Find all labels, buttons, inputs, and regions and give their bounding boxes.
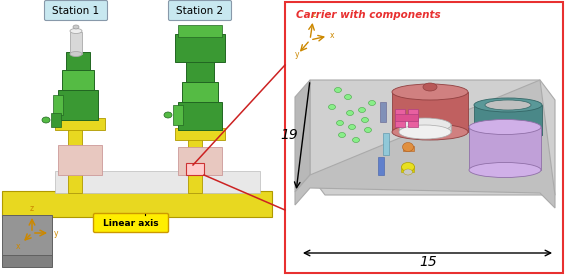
Bar [395, 114, 418, 121]
Bar [58, 90, 98, 120]
FancyBboxPatch shape [168, 1, 232, 21]
Bar [469, 127, 541, 170]
Text: Linear axis: Linear axis [103, 219, 159, 227]
Text: Station 2: Station 2 [176, 6, 224, 15]
Bar [186, 60, 214, 82]
Bar [474, 105, 542, 135]
Bar [392, 92, 468, 132]
Bar [178, 147, 222, 175]
Text: 15: 15 [419, 255, 437, 269]
Bar [53, 95, 63, 115]
Ellipse shape [392, 124, 468, 140]
Bar [186, 163, 204, 175]
Bar [395, 109, 405, 127]
Bar [66, 52, 90, 70]
Ellipse shape [399, 118, 451, 132]
Ellipse shape [70, 51, 82, 56]
Text: Station 1: Station 1 [53, 6, 99, 15]
Polygon shape [310, 80, 555, 195]
Bar [378, 157, 384, 175]
Text: z: z [312, 10, 316, 19]
Bar [178, 25, 222, 37]
Bar [188, 123, 202, 193]
Bar [380, 102, 386, 122]
Bar [408, 109, 418, 127]
Bar [51, 113, 61, 127]
FancyBboxPatch shape [45, 1, 107, 21]
Ellipse shape [474, 98, 542, 112]
Bar [175, 34, 225, 62]
Ellipse shape [423, 83, 437, 91]
Bar [403, 146, 414, 151]
Ellipse shape [364, 128, 372, 133]
Bar [178, 102, 222, 130]
Ellipse shape [164, 112, 172, 118]
Bar [2, 255, 52, 267]
Text: Carrier with components: Carrier with components [296, 10, 441, 20]
Bar [0, 0, 285, 275]
Ellipse shape [402, 163, 415, 172]
Ellipse shape [399, 125, 451, 139]
Bar [70, 32, 82, 54]
Ellipse shape [474, 128, 542, 142]
Bar [383, 133, 389, 155]
Ellipse shape [345, 95, 351, 100]
Bar [55, 171, 260, 193]
Ellipse shape [469, 163, 541, 177]
Ellipse shape [362, 117, 368, 122]
Bar [58, 145, 102, 175]
Bar [175, 128, 225, 140]
Polygon shape [295, 80, 555, 208]
Ellipse shape [337, 120, 344, 125]
Polygon shape [295, 80, 310, 192]
FancyBboxPatch shape [93, 213, 168, 232]
Bar [401, 166, 414, 172]
Ellipse shape [346, 111, 354, 116]
Bar [182, 82, 218, 102]
Text: y: y [54, 229, 59, 238]
Bar [62, 70, 94, 90]
Ellipse shape [403, 169, 412, 175]
Ellipse shape [392, 84, 468, 100]
Text: z: z [30, 204, 34, 213]
Ellipse shape [359, 108, 366, 112]
Ellipse shape [338, 133, 346, 138]
Ellipse shape [469, 120, 541, 134]
Ellipse shape [334, 87, 341, 92]
Text: y: y [295, 50, 299, 59]
Ellipse shape [353, 138, 359, 142]
Ellipse shape [73, 25, 79, 29]
FancyBboxPatch shape [285, 2, 563, 273]
Text: 19: 19 [280, 128, 298, 142]
Ellipse shape [349, 125, 355, 130]
Bar [55, 118, 105, 130]
Ellipse shape [328, 104, 336, 109]
Bar [2, 191, 272, 217]
Ellipse shape [402, 142, 414, 152]
Text: x: x [16, 242, 21, 251]
Ellipse shape [42, 117, 50, 123]
Bar [2, 215, 52, 257]
Ellipse shape [70, 29, 82, 34]
Bar [68, 113, 82, 193]
Bar [399, 124, 451, 132]
Ellipse shape [485, 100, 531, 110]
Ellipse shape [368, 100, 376, 106]
Text: x: x [330, 31, 334, 40]
Bar [173, 105, 183, 125]
